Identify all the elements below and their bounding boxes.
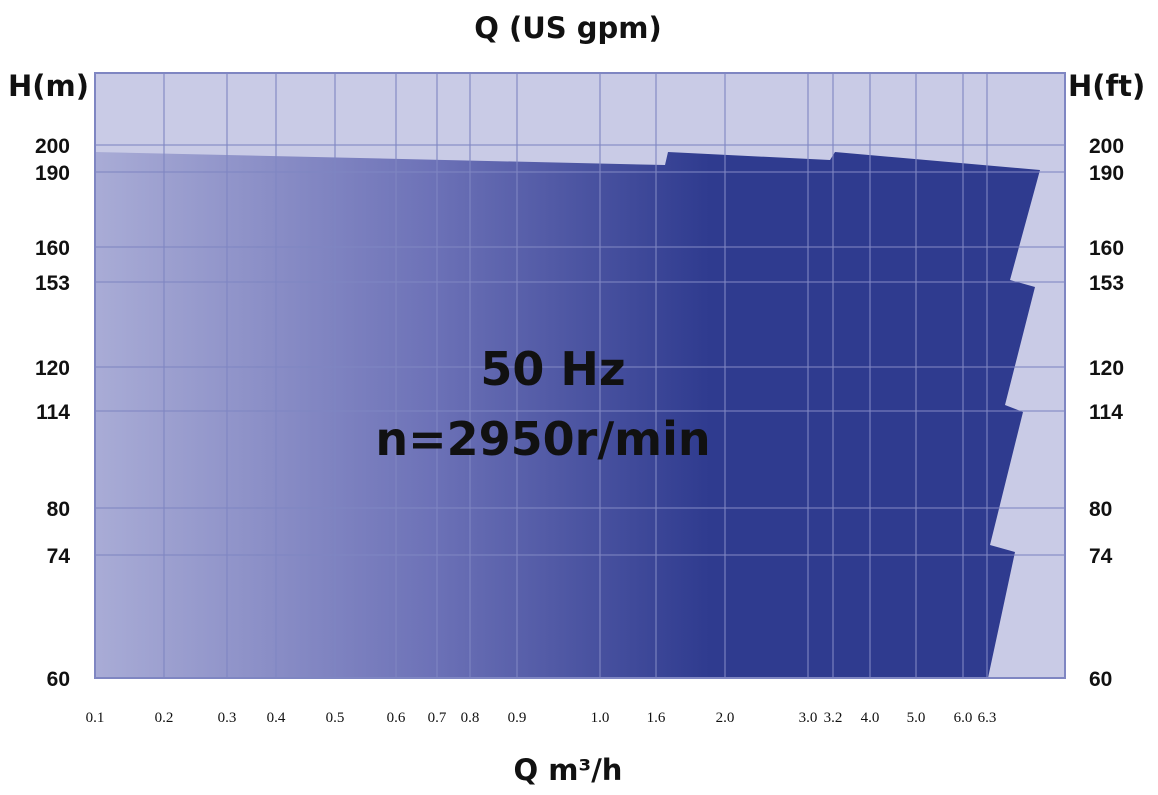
x-tick-label: 3.0 xyxy=(799,710,818,726)
plot-border xyxy=(94,72,1066,679)
y-tick-label-right: 190 xyxy=(1089,162,1124,185)
y-tick-label-right: 80 xyxy=(1089,498,1112,521)
x-tick-label: 0.9 xyxy=(508,710,527,726)
x-ticks: 0.1 0.2 0.3 0.4 0.5 0.6 0.7 0.8 0.9 1.0 1.6 2.0 3.0 3… xyxy=(86,710,997,726)
y-axis-label-left: H(m) xyxy=(8,69,89,103)
performance-area xyxy=(95,152,1040,678)
x-tick-label: 1.0 xyxy=(591,710,610,726)
speed-annotation: n=2950r/min xyxy=(375,412,710,466)
x-axis-label: Q m³/h xyxy=(514,753,623,787)
y-tick-label-right: 114 xyxy=(1089,401,1123,424)
x-tick-label: 0.1 xyxy=(86,710,105,726)
y-tick-label-left: 160 xyxy=(35,237,70,260)
y-tick-label-left: 114 xyxy=(36,401,70,424)
x-tick-label: 2.0 xyxy=(716,710,735,726)
y-tick-label-left: 60 xyxy=(47,668,70,691)
y-ticks-right: 200 190 160 153 120 114 80 74 60 xyxy=(1089,135,1124,691)
y-tick-label-left: 153 xyxy=(35,272,70,295)
y-ticks-left: 200 190 160 153 120 114 80 74 60 xyxy=(35,135,70,691)
y-tick-label-left: 120 xyxy=(35,357,70,380)
y-tick-label-right: 160 xyxy=(1089,237,1124,260)
x-tick-label: 0.8 xyxy=(461,710,480,726)
y-tick-label-left: 74 xyxy=(47,545,71,568)
y-tick-label-right: 153 xyxy=(1089,272,1124,295)
y-tick-label-left: 190 xyxy=(35,162,70,185)
x-tick-label: 3.2 xyxy=(824,710,843,726)
x-tick-label: 1.6 xyxy=(647,710,666,726)
x-tick-label: 6.0 xyxy=(954,710,973,726)
x-tick-label: 0.4 xyxy=(267,710,286,726)
x-tick-label: 0.3 xyxy=(218,710,237,726)
y-tick-label-right: 74 xyxy=(1089,545,1113,568)
chart-title: Q (US gpm) xyxy=(474,11,662,45)
x-tick-label: 0.6 xyxy=(387,710,406,726)
y-tick-label-right: 200 xyxy=(1089,135,1124,158)
x-tick-label: 0.5 xyxy=(326,710,345,726)
y-tick-label-right: 120 xyxy=(1089,357,1124,380)
y-tick-label-left: 200 xyxy=(35,135,70,158)
y-tick-label-left: 80 xyxy=(47,498,70,521)
grid-lines xyxy=(95,73,1065,678)
y-axis-label-right: H(ft) xyxy=(1068,69,1145,103)
x-tick-label: 5.0 xyxy=(907,710,926,726)
x-tick-label: 4.0 xyxy=(861,710,880,726)
frequency-annotation: 50 Hz xyxy=(480,342,625,396)
x-tick-label: 0.2 xyxy=(155,710,174,726)
x-tick-label: 0.7 xyxy=(428,710,447,726)
x-tick-label: 6.3 xyxy=(978,710,997,726)
y-tick-label-right: 60 xyxy=(1089,668,1112,691)
